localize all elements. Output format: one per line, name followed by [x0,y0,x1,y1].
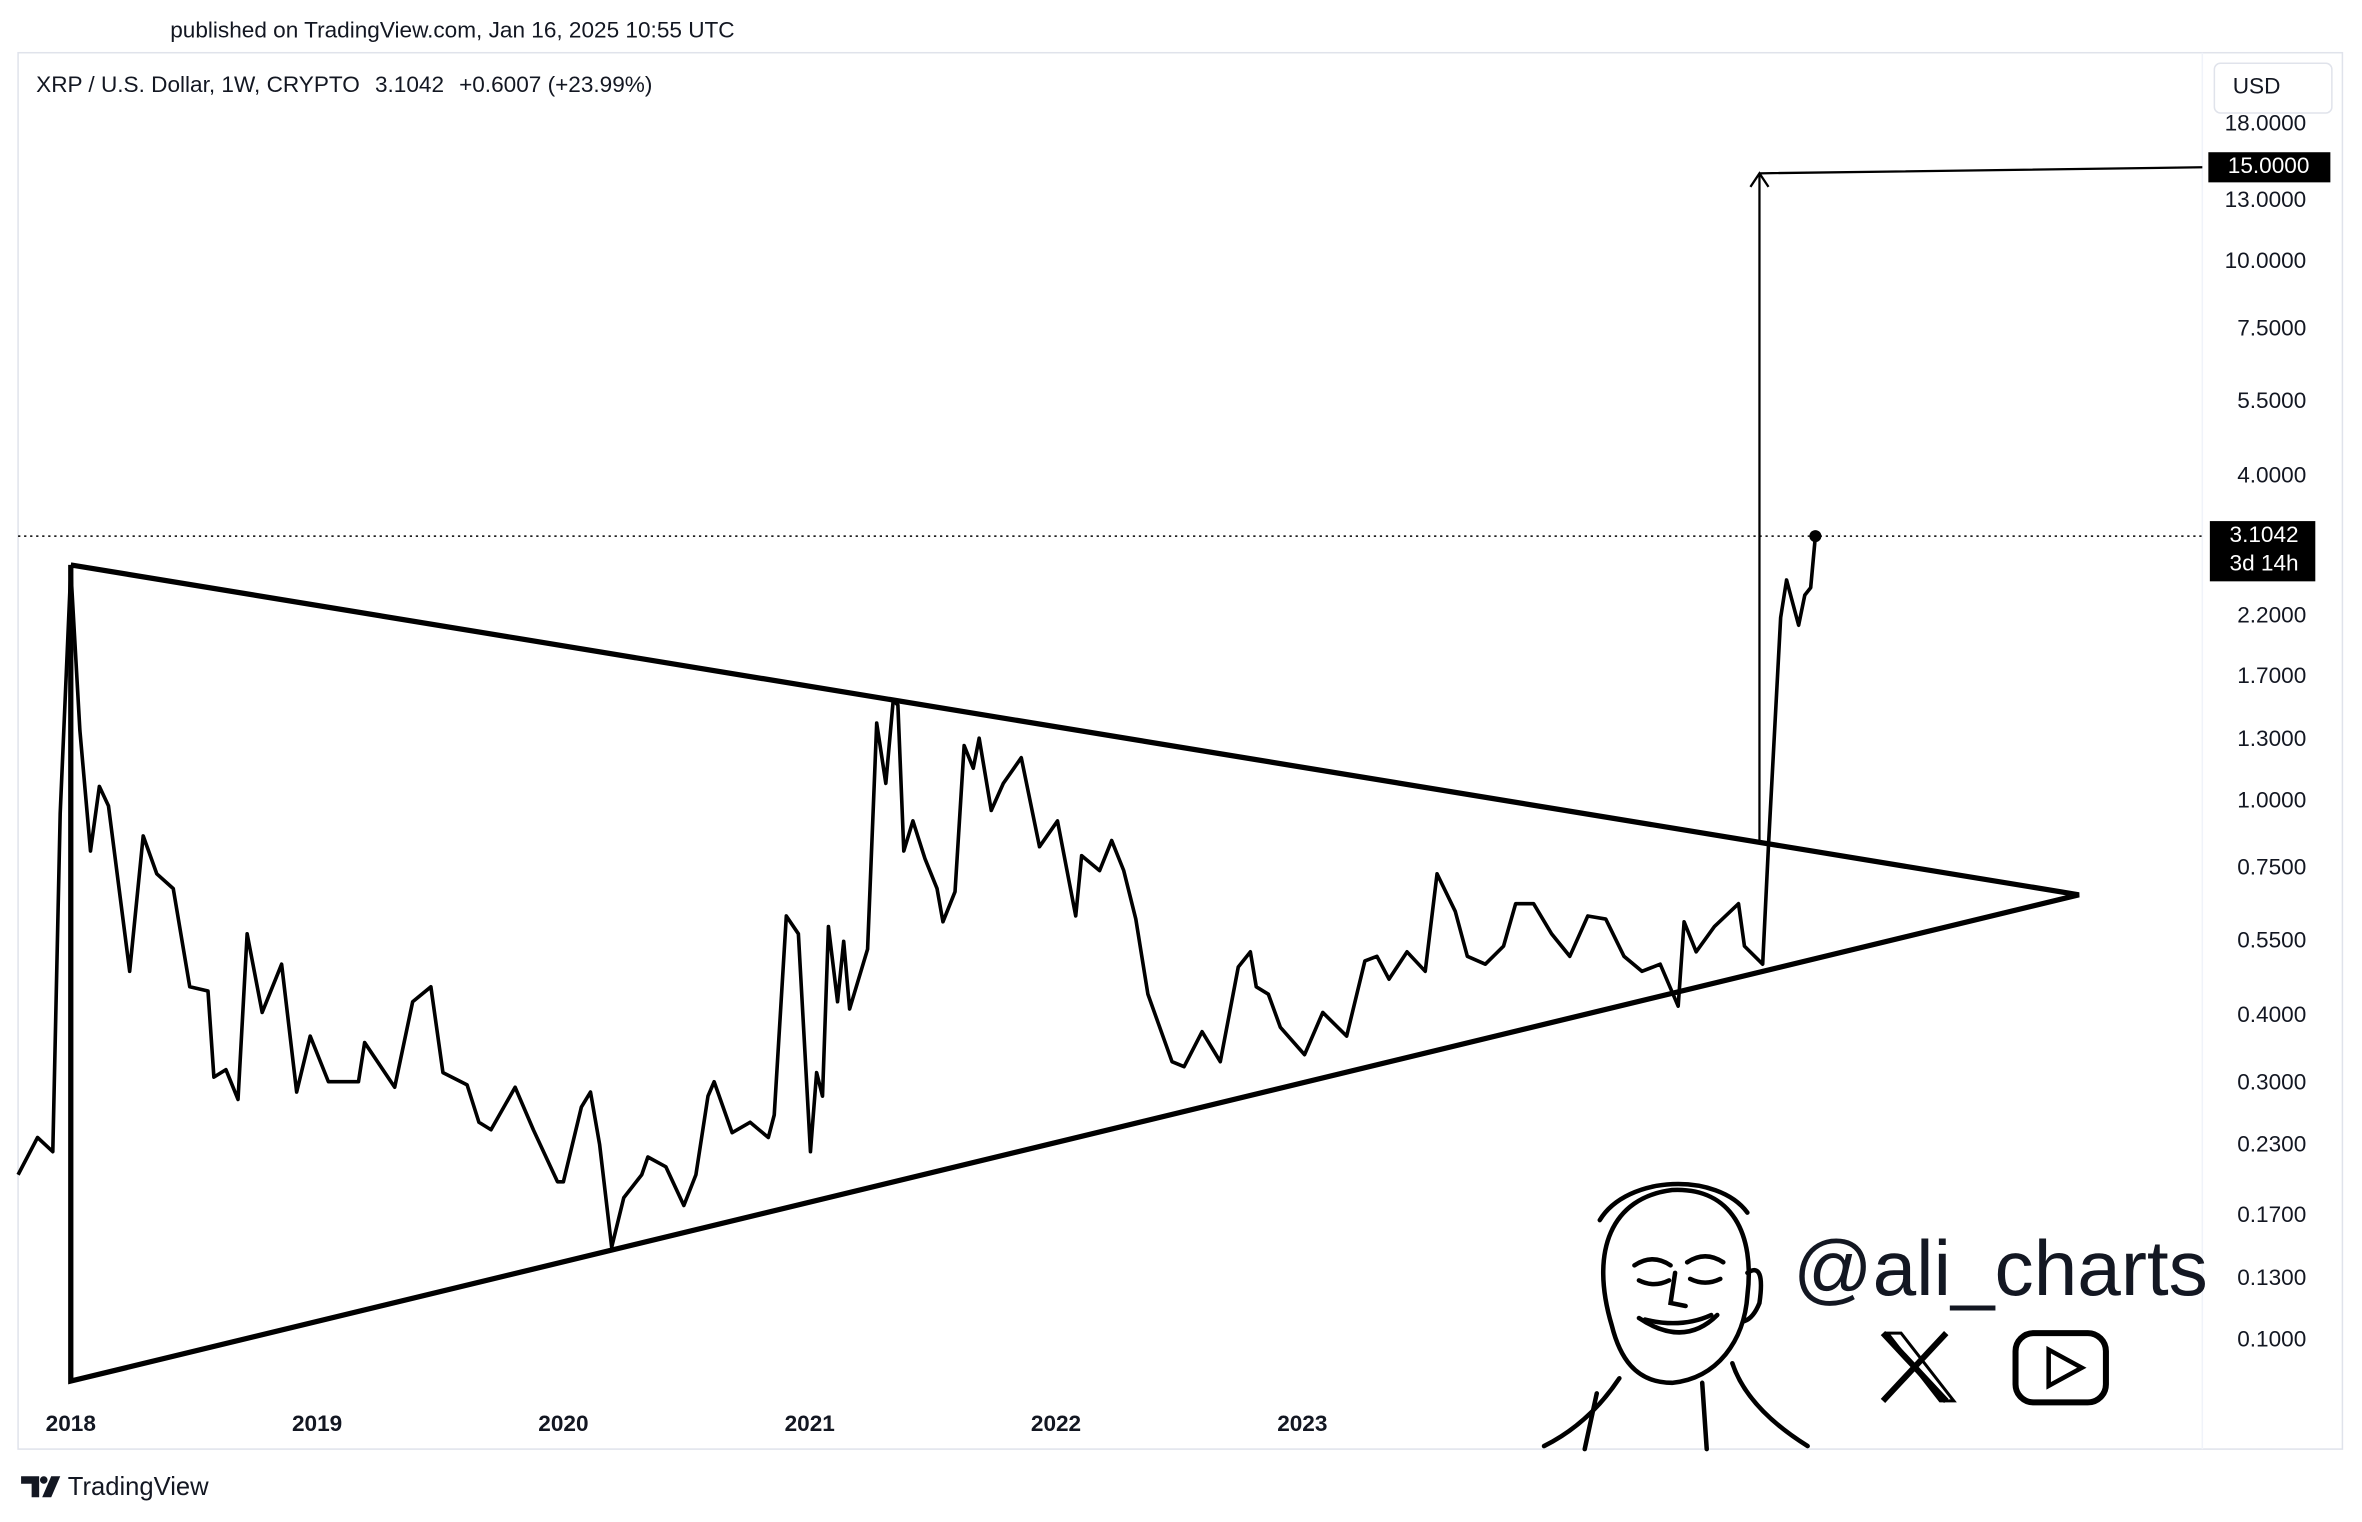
x-tick-label: 2019 [292,1411,342,1436]
published-note: published on TradingView.com, Jan 16, 20… [170,18,734,43]
y-tick-label: 5.5000 [2237,388,2306,413]
target-box [2208,152,2331,183]
last-price-label: 3.1042 [2230,522,2299,547]
watermark-handle: @ali_charts [1793,1224,2208,1312]
target-arrowhead [1749,171,1770,188]
y-tick-label: 1.7000 [2237,663,2306,688]
y-tick-label: 1.0000 [2237,787,2306,812]
y-tick-label: 10.0000 [2225,248,2307,273]
currency-label[interactable]: USD [2233,73,2281,98]
x-tick-label: 2020 [538,1411,588,1436]
brand-name: TradingView [68,1473,209,1501]
target-label: 15.0000 [2228,153,2310,178]
y-tick-label: 0.7500 [2237,855,2306,880]
y-tick-label: 0.1300 [2237,1265,2306,1290]
y-tick-label: 7.5000 [2237,316,2306,341]
y-tick-label: 0.3000 [2237,1069,2306,1094]
x-tick-label: 2023 [1277,1411,1327,1436]
x-tick-label: 2022 [1031,1411,1081,1436]
x-logo [1880,1331,1957,1403]
price-line [16,535,1818,1249]
y-tick-label: 0.1700 [2237,1202,2306,1227]
y-tick-label: 4.0000 [2237,463,2306,488]
y-tick-label: 0.5500 [2237,927,2306,952]
legend-change: +0.6007 (+23.99%) [459,72,652,97]
target-arrow [1758,166,2203,843]
countdown-label: 3d 14h [2230,551,2299,576]
youtube-logo [2012,1330,2109,1406]
last-price-box [2209,521,2316,582]
y-tick-label: 0.2300 [2237,1131,2306,1156]
y-tick-label: 13.0000 [2225,187,2307,212]
y-tick-label: 1.3000 [2237,726,2306,751]
symbol-title: XRP / U.S. Dollar, 1W, CRYPTO [36,72,360,97]
triangle-pattern [68,562,2080,1385]
chart-frame [17,51,2344,1450]
brand-logo [21,1476,61,1498]
y-tick-label: 0.4000 [2237,1002,2306,1027]
brand: TradingView [21,1473,209,1501]
avatar-sketch [1541,1181,1810,1452]
last-price-dot [1809,530,1822,543]
x-tick-label: 2021 [785,1411,835,1436]
y-tick-label: 2.2000 [2237,603,2306,628]
legend-price: 3.1042 [375,72,444,97]
x-tick-label: 2018 [46,1411,96,1436]
currency-button[interactable] [2213,62,2333,114]
y-tick-label: 18.0000 [2225,111,2307,136]
y-tick-label: 0.1000 [2237,1327,2306,1352]
